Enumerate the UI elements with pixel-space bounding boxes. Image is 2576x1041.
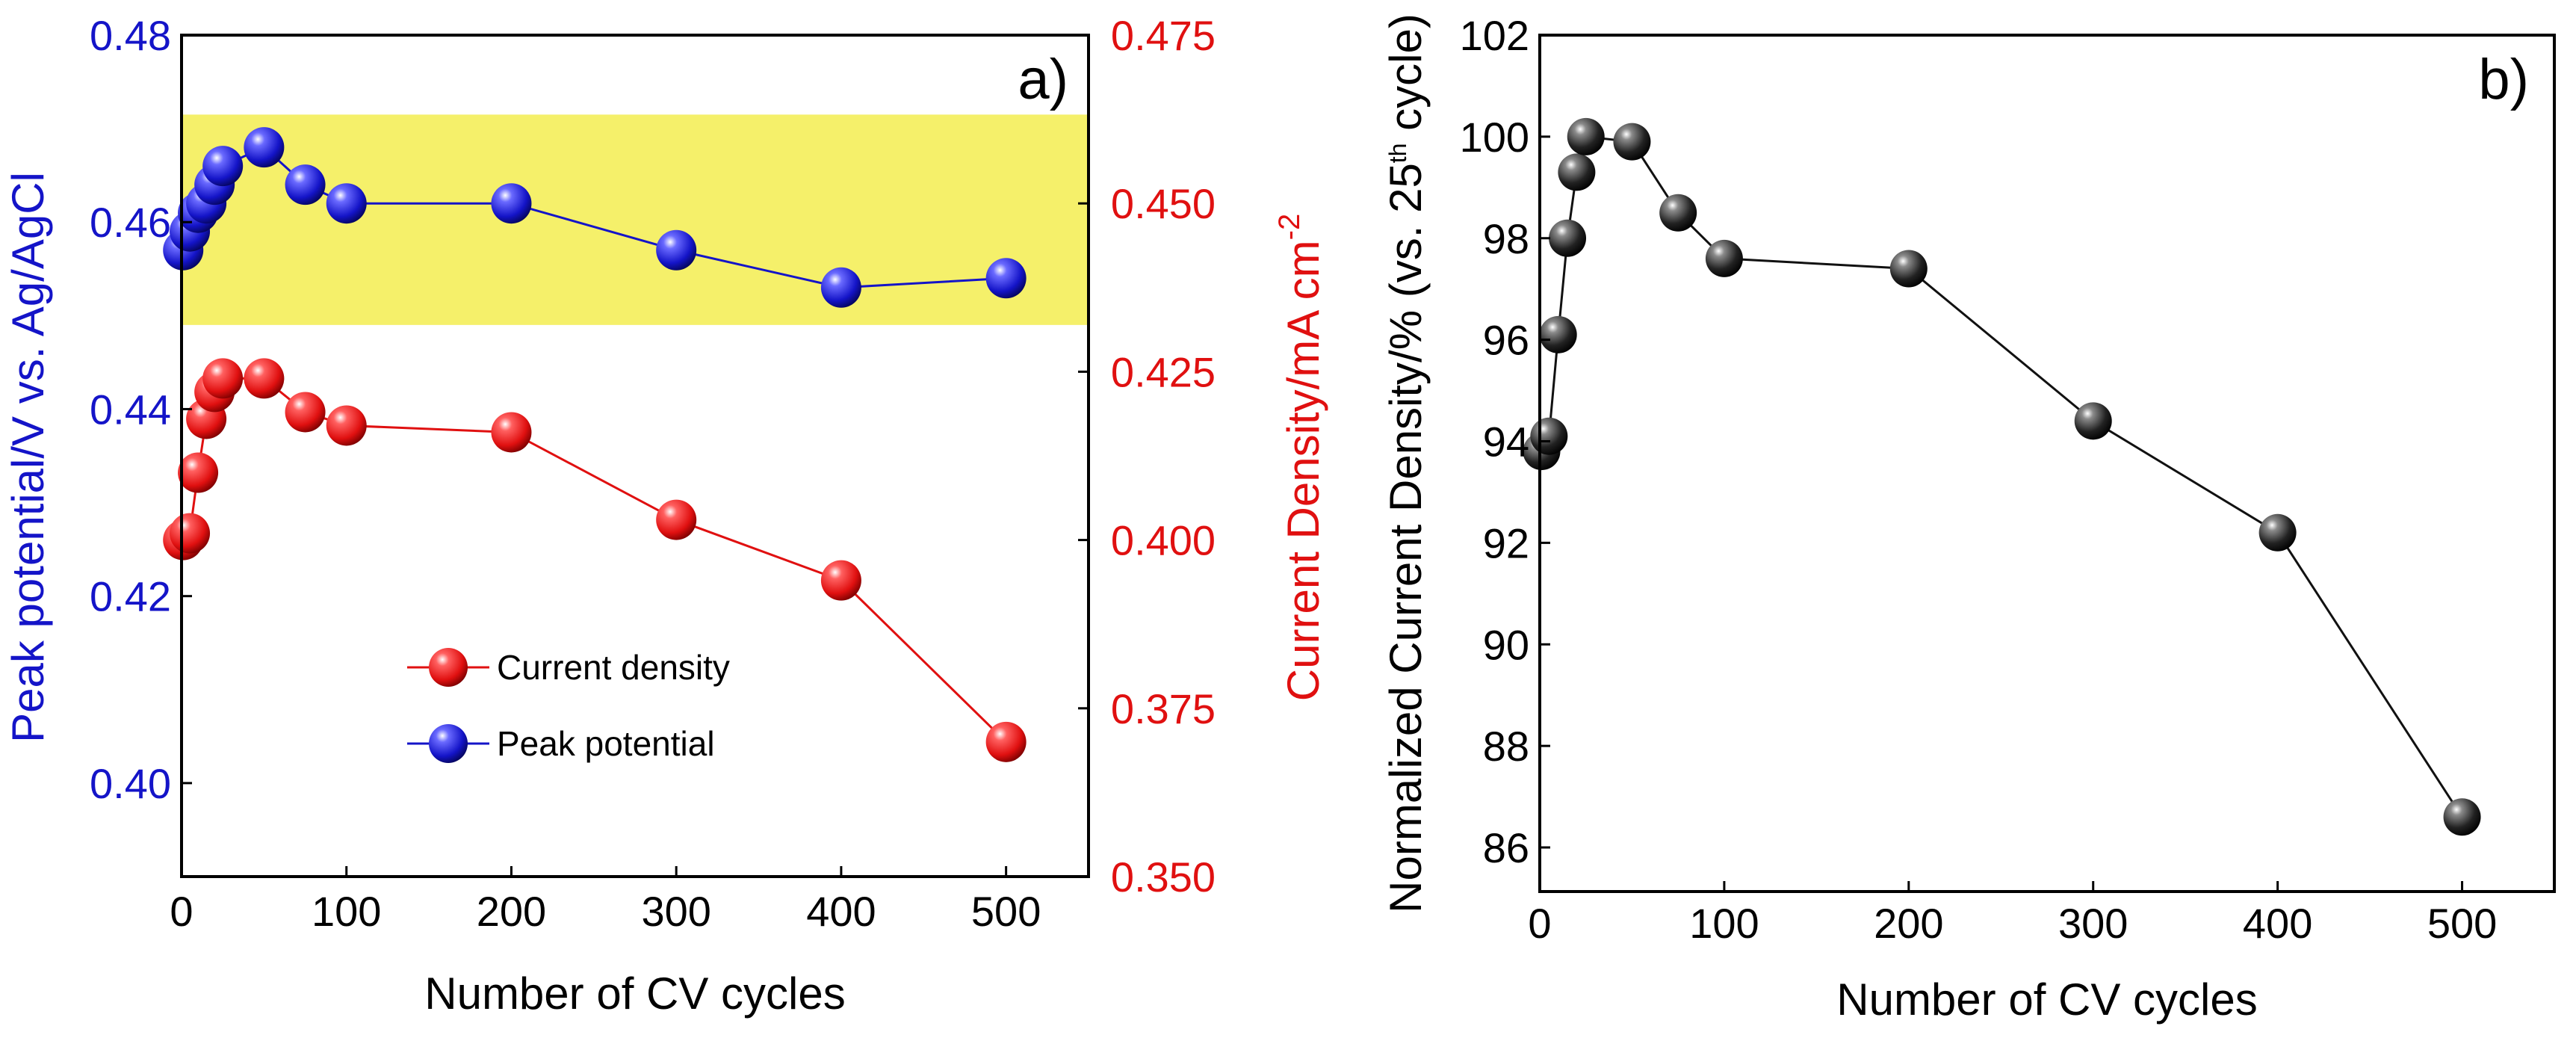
y-tick-label-right-a: 0.450: [1111, 180, 1216, 227]
y-axis-title-right-main: Current Density/mA cm: [1278, 240, 1328, 701]
y-tick-label-left-a: 0.44: [90, 386, 171, 433]
data-point-current-density: [170, 513, 211, 554]
data-point-peak-potential: [202, 146, 244, 187]
legend-item-peak-potential: Peak potential: [407, 724, 715, 763]
x-tick-label-b: 400: [2243, 900, 2312, 947]
y-tick-label-left-a: 0.48: [90, 12, 171, 59]
y-tick-label-left-a: 0.40: [90, 760, 171, 807]
data-point-current-density: [326, 405, 367, 446]
y-tick-label-right-a: 0.375: [1111, 685, 1216, 732]
data-point-peak-potential: [326, 183, 367, 224]
x-axis-title-b: Number of CV cycles: [1836, 974, 2258, 1025]
data-point-peak-potential: [285, 164, 326, 206]
x-axis-title-a: Number of CV cycles: [424, 969, 846, 1019]
legend-item-current-density: Current density: [407, 648, 730, 687]
data-point-current-density: [491, 412, 532, 453]
data-point-normalized: [2258, 513, 2297, 552]
data-point-peak-potential: [985, 258, 1027, 299]
y-axis-title-left-a: Peak potential/V vs. Ag/AgCl: [3, 172, 53, 743]
x-tick-label-a: 100: [312, 888, 381, 935]
data-point-current-density: [985, 721, 1027, 762]
y-axis-title-b-main: Normalized Current Density/% (vs. 25: [1381, 163, 1431, 913]
data-point-current-density: [656, 499, 697, 540]
data-point-peak-potential: [820, 267, 861, 308]
data-point-current-density: [820, 560, 861, 601]
y-tick-label-left-a: 0.46: [90, 199, 171, 246]
data-point-current-density: [178, 452, 219, 493]
x-tick-label-b: 0: [1528, 900, 1551, 947]
y-tick-label-left-a: 0.42: [90, 573, 171, 620]
legend-label-current-density: Current density: [497, 648, 730, 687]
panel-label-a: a): [1018, 48, 1068, 111]
y-axis-title-b-sup: th: [1384, 143, 1411, 164]
x-tick-label-b: 300: [2058, 900, 2128, 947]
data-point-normalized: [1567, 117, 1605, 155]
series-line-normalized: [1541, 135, 2463, 818]
data-point-current-density: [244, 358, 285, 399]
x-tick-label-b: 500: [2427, 900, 2497, 947]
legend-a: Current density Peak potential: [407, 648, 730, 763]
plot-frame-b: [1538, 34, 2556, 893]
x-tick-label-a: 0: [170, 888, 193, 935]
y-axis-title-b: Normalized Current Density/% (vs. 25th c…: [1381, 13, 1431, 913]
x-tick-label-b: 200: [1874, 900, 1943, 947]
data-point-normalized: [1889, 250, 1928, 288]
y-tick-label-right-a: 0.475: [1111, 12, 1216, 59]
y-tick-label-b: 100: [1460, 114, 1529, 161]
data-point-normalized: [2443, 798, 2481, 836]
data-point-peak-potential: [244, 127, 285, 168]
y-tick-label-right-a: 0.425: [1111, 348, 1216, 395]
y-tick-label-b: 98: [1483, 215, 1529, 262]
y-tick-label-b: 90: [1483, 621, 1529, 668]
y-tick-label-b: 102: [1460, 12, 1529, 59]
data-point-normalized: [1530, 417, 1568, 455]
data-point-normalized: [1613, 123, 1651, 161]
x-tick-label-b: 100: [1689, 900, 1759, 947]
data-point-normalized: [1558, 153, 1596, 191]
x-tick-label-a: 400: [806, 888, 876, 935]
legend-marker-current-density: [429, 648, 468, 687]
data-point-normalized: [2074, 402, 2112, 440]
y-axis-title-b-end: cycle): [1381, 13, 1431, 143]
y-tick-label-b: 88: [1483, 723, 1529, 770]
x-tick-label-a: 200: [477, 888, 546, 935]
highlight-band: [182, 114, 1089, 325]
y-tick-label-b: 86: [1483, 824, 1529, 871]
data-point-peak-potential: [656, 229, 697, 271]
series-line-current-density: [182, 377, 1007, 743]
y-tick-label-b: 94: [1483, 418, 1529, 466]
y-tick-label-right-a: 0.350: [1111, 853, 1216, 901]
panel-b: 0 100 200 300 400 500 86 88 90 92 94 96 98 100 102 b)…: [1381, 12, 2556, 1025]
data-point-peak-potential: [491, 183, 532, 224]
y-tick-label-right-a: 0.400: [1111, 517, 1216, 564]
data-point-normalized: [1705, 239, 1743, 277]
plot-frame-a: [180, 34, 1090, 878]
legend-label-peak-potential: Peak potential: [497, 724, 715, 763]
y-tick-label-b: 92: [1483, 519, 1529, 566]
data-point-current-density: [202, 358, 244, 399]
data-point-normalized: [1539, 315, 1577, 353]
y-axis-title-right-a: Current Density/mA cm-2: [1273, 214, 1328, 701]
x-tick-label-a: 500: [971, 888, 1041, 935]
legend-marker-peak-potential: [429, 724, 468, 763]
y-axis-title-right-sup: -2: [1273, 214, 1306, 241]
y-tick-label-b: 96: [1483, 317, 1529, 364]
data-point-current-density: [285, 392, 326, 433]
panel-a: 0 100 200 300 400 500 0.40 0.42 0.44 0.46 0.48 0.…: [3, 12, 1328, 1019]
panel-label-b: b): [2478, 48, 2529, 111]
x-tick-label-a: 300: [641, 888, 710, 935]
data-point-normalized: [1659, 194, 1697, 232]
data-point-normalized: [1549, 219, 1587, 257]
